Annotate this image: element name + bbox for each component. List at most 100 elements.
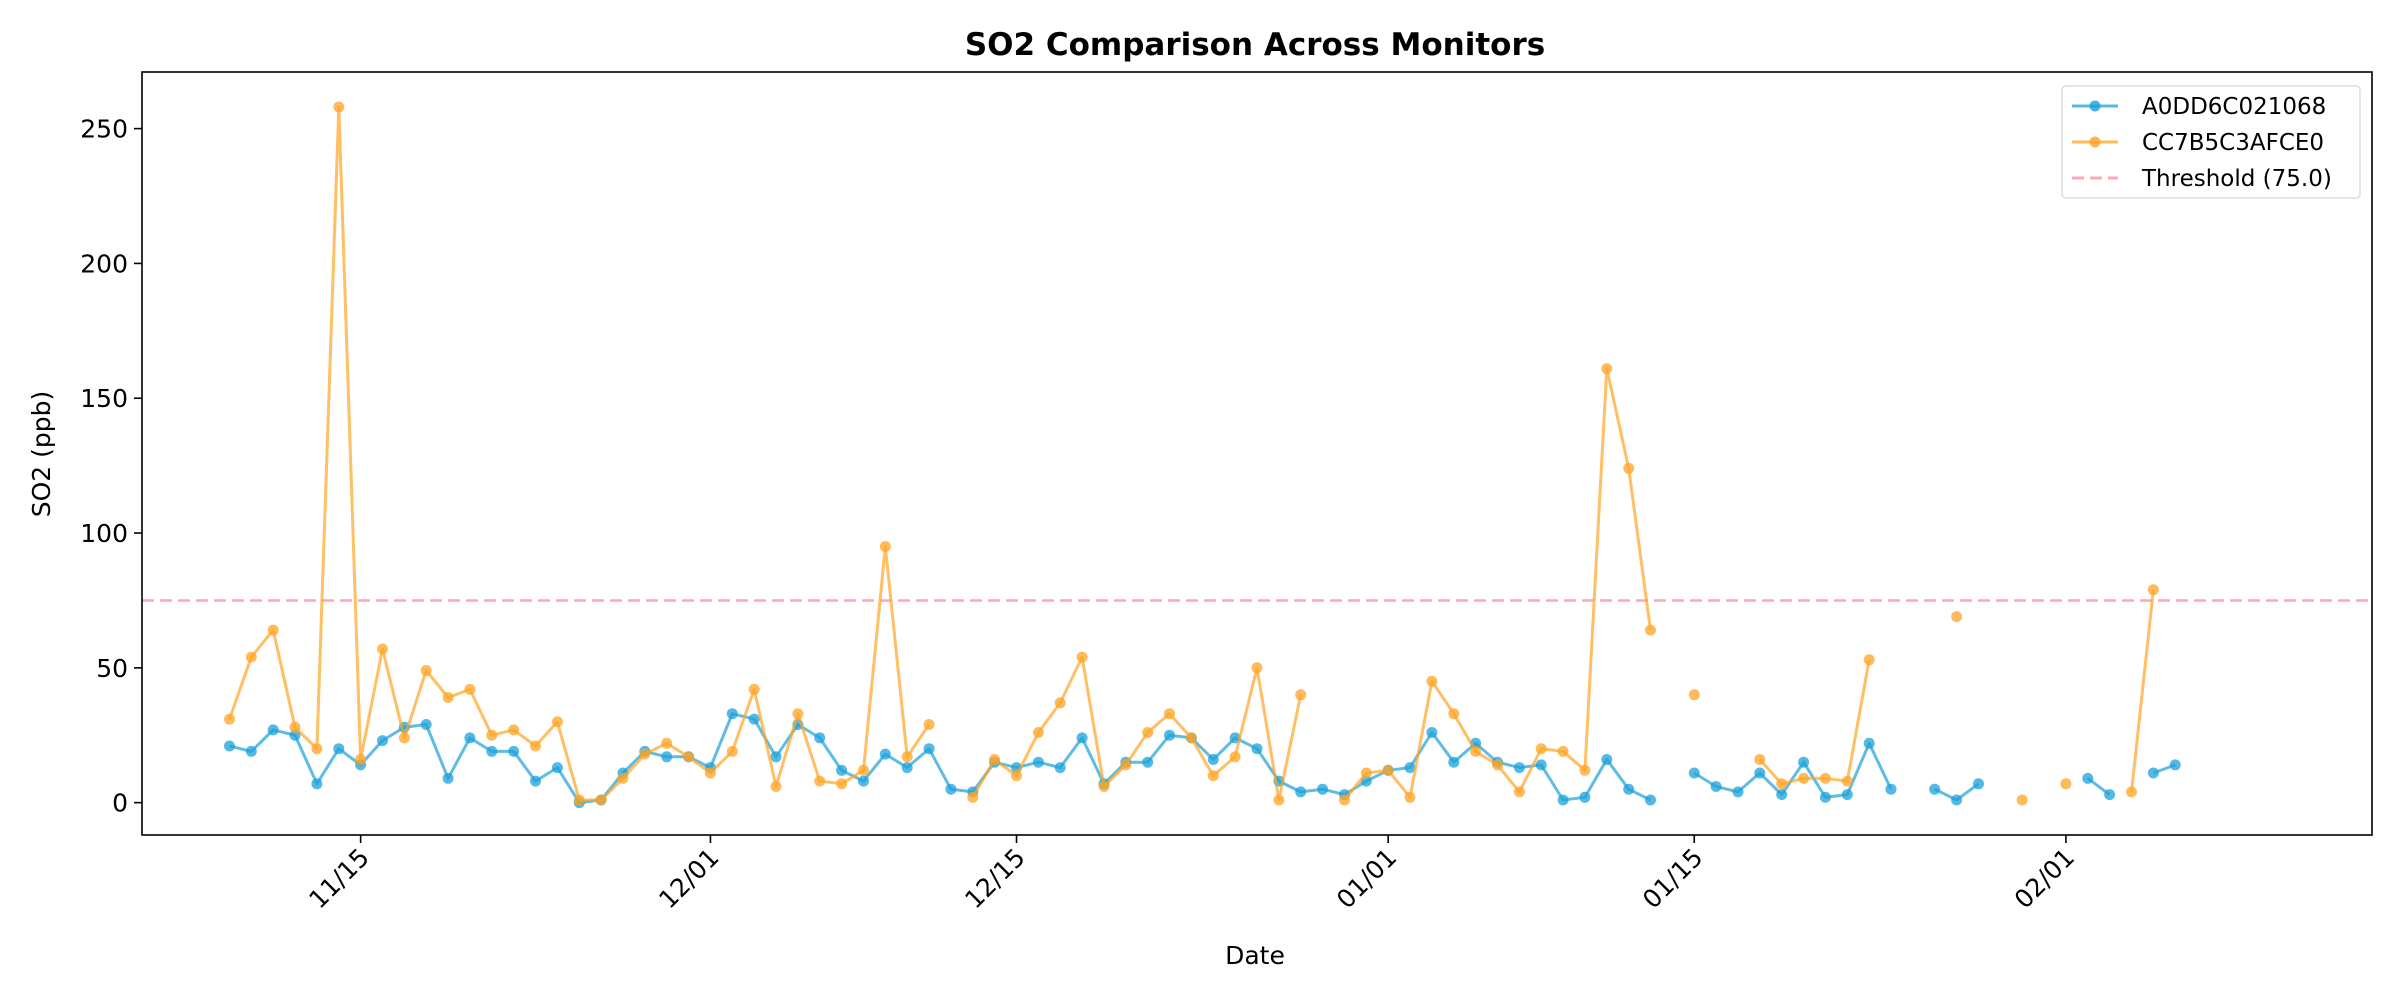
- data-point: [595, 794, 607, 806]
- data-point: [814, 732, 826, 744]
- data-point: [1164, 708, 1175, 720]
- series-line: [1693, 741, 1893, 799]
- data-point: [1951, 611, 1963, 623]
- legend-label: CC7B5C3AFCE0: [2142, 130, 2324, 156]
- data-point: [1054, 762, 1066, 774]
- series-0: [224, 708, 2181, 809]
- data-point: [551, 762, 563, 774]
- data-point: [1426, 675, 1438, 687]
- data-point: [1032, 727, 1044, 738]
- data-point: [1513, 786, 1525, 798]
- legend-entry-0: A0DD6C021068: [2072, 94, 2326, 120]
- data-point: [1798, 756, 1810, 768]
- data-point: [486, 729, 498, 741]
- data-point: [1863, 737, 1875, 749]
- data-point: [617, 772, 629, 784]
- data-point: [1185, 732, 1197, 744]
- y-tick-label: 0: [112, 789, 128, 818]
- data-point: [1885, 783, 1897, 795]
- data-point: [464, 683, 476, 695]
- data-point: [770, 751, 782, 763]
- data-point: [289, 729, 301, 741]
- y-tick-label: 100: [80, 519, 128, 548]
- data-point: [1798, 772, 1810, 784]
- data-point: [1623, 462, 1635, 474]
- data-point: [377, 735, 388, 747]
- legend: A0DD6C021068 CC7B5C3AFCE0 Threshold (75.0): [2061, 85, 2361, 199]
- data-point: [1645, 794, 1656, 806]
- data-point: [267, 624, 279, 636]
- data-point: [1732, 786, 1744, 798]
- data-point: [901, 751, 913, 763]
- data-point: [1076, 732, 1088, 744]
- data-point: [355, 754, 367, 765]
- data-point: [1819, 791, 1831, 803]
- data-point: [836, 764, 848, 776]
- data-point: [333, 743, 345, 755]
- data-point: [2147, 584, 2159, 596]
- data-point: [879, 541, 891, 552]
- data-point: [245, 745, 257, 757]
- data-point: [1295, 689, 1307, 701]
- data-point: [1535, 743, 1547, 755]
- data-point: [1470, 745, 1482, 757]
- data-point: [464, 732, 476, 744]
- y-tick-label: 50: [96, 654, 128, 683]
- data-point: [1164, 729, 1175, 741]
- data-point: [420, 719, 432, 730]
- data-point: [683, 751, 695, 763]
- data-point: [879, 748, 891, 760]
- data-point: [923, 743, 935, 755]
- data-point: [858, 775, 869, 787]
- data-point: [945, 783, 957, 795]
- data-point: [1011, 770, 1022, 782]
- data-point: [1929, 783, 1941, 795]
- data-point: [398, 732, 410, 744]
- data-point: [2126, 786, 2137, 798]
- data-point: [1076, 651, 1088, 663]
- data-point: [1579, 764, 1591, 776]
- data-point: [1557, 745, 1569, 757]
- data-point: [224, 713, 235, 725]
- data-point: [704, 767, 716, 779]
- data-point: [1973, 778, 1984, 790]
- data-point: [224, 740, 235, 752]
- data-point: [2016, 794, 2028, 806]
- data-point: [858, 764, 869, 776]
- data-point: [508, 724, 520, 736]
- data-point: [1273, 794, 1285, 806]
- data-point: [420, 665, 432, 676]
- legend-marker: [2089, 100, 2101, 112]
- plot-frame: [141, 71, 2373, 836]
- data-point: [1382, 764, 1394, 776]
- data-point: [573, 794, 585, 806]
- data-point: [2104, 789, 2116, 801]
- data-point: [748, 713, 760, 725]
- data-point: [1339, 794, 1350, 806]
- data-point: [1776, 789, 1788, 801]
- data-point: [1142, 756, 1154, 768]
- data-point: [1841, 789, 1853, 801]
- data-point: [1601, 754, 1613, 765]
- data-point: [901, 762, 913, 774]
- data-point: [2169, 759, 2181, 771]
- data-point: [1688, 689, 1700, 701]
- data-point: [2147, 767, 2159, 779]
- data-point: [1098, 781, 1110, 792]
- data-point: [792, 708, 804, 720]
- data-point: [770, 781, 782, 792]
- data-point: [1317, 783, 1329, 795]
- data-point: [333, 101, 345, 113]
- data-point: [1207, 770, 1219, 782]
- data-point: [967, 791, 979, 803]
- data-point: [1448, 756, 1460, 768]
- data-point: [442, 692, 454, 703]
- data-point: [508, 745, 520, 757]
- data-point: [1688, 767, 1700, 779]
- legend-entry-2: Threshold (75.0): [2072, 166, 2332, 192]
- chart-title: SO2 Comparison Across Monitors: [965, 27, 1545, 63]
- x-axis-label: Date: [1225, 941, 1285, 970]
- data-point: [1557, 794, 1569, 806]
